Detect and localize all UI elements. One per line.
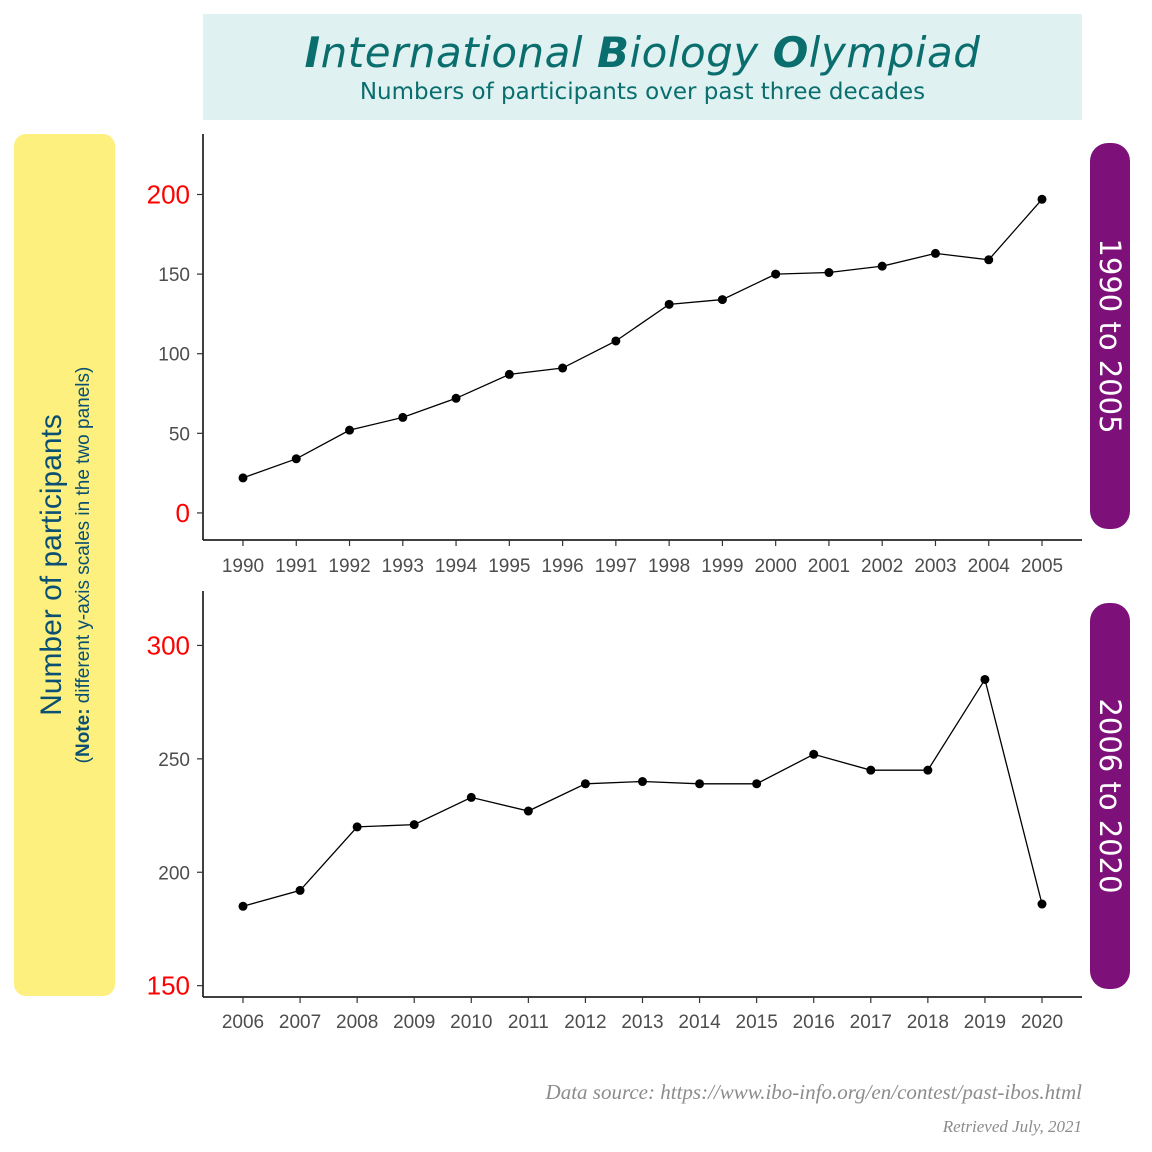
x-tick-label: 2013 [621, 1012, 663, 1033]
title-part: iology [629, 28, 773, 77]
data-point [291, 454, 301, 464]
data-point [451, 393, 461, 403]
data-point [523, 806, 533, 816]
x-tick-label: 2001 [808, 556, 850, 577]
x-tick-label: 2016 [793, 1012, 835, 1033]
data-point [611, 336, 621, 346]
x-tick-label: 1996 [541, 556, 583, 577]
chart-panel-2: 150 200 250 300 2006 2007 2008 2009 2010 2011 2012… [147, 591, 1082, 1033]
title-banner: International Biology Olympiad Numbers o… [203, 14, 1082, 120]
y-tick-label: 250 [158, 750, 190, 771]
title-part: B [596, 28, 630, 77]
data-point [923, 765, 933, 775]
data-point [877, 261, 887, 271]
y-tick-label: 200 [147, 180, 190, 210]
data-point [695, 779, 705, 789]
data-point [409, 820, 419, 830]
chart-subtitle: Numbers of participants over past three … [359, 79, 926, 105]
data-point [345, 425, 355, 435]
data-point [664, 299, 674, 309]
data-point [238, 473, 248, 483]
data-point [1037, 194, 1047, 204]
data-point [717, 295, 727, 305]
y-tick-label: 150 [147, 971, 190, 1001]
data-point [558, 363, 568, 373]
y-tick-label: 200 [158, 863, 190, 884]
x-tick-label: 1990 [222, 556, 264, 577]
x-tick-label: 2015 [736, 1012, 778, 1033]
x-tick-label: 1998 [648, 556, 690, 577]
data-point [984, 255, 994, 265]
x-tick-label: 1991 [275, 556, 317, 577]
y-tick-label: 100 [158, 345, 190, 366]
data-point [930, 248, 940, 258]
y-tick-label: 0 [176, 498, 190, 528]
x-tick-label: 2008 [336, 1012, 378, 1033]
data-point [580, 779, 590, 789]
data-point [1037, 899, 1047, 909]
x-tick-label: 1997 [595, 556, 637, 577]
data-point [504, 369, 514, 379]
x-tick-label: 2006 [222, 1012, 264, 1033]
x-tick-label: 2000 [755, 556, 797, 577]
data-point [466, 792, 476, 802]
x-tick-label: 1992 [328, 556, 370, 577]
data-point [980, 674, 990, 684]
panel-strip-top: 1990 to 2005 [1090, 143, 1130, 529]
chart-title: International Biology Olympiad [203, 28, 1082, 77]
data-source-note: Data source: https://www.ibo-info.org/en… [545, 1080, 1082, 1104]
y-tick-label: 300 [147, 630, 190, 660]
retrieved-date-note: Retrieved July, 2021 [942, 1117, 1082, 1136]
y-tick-label: 50 [169, 424, 190, 445]
x-tick-label: 2012 [564, 1012, 606, 1033]
x-tick-label: 2007 [279, 1012, 321, 1033]
y-tick-label: 150 [158, 265, 190, 286]
x-tick-label: 1993 [382, 556, 424, 577]
y-axis-label-panel: Number of participants (Note: different … [14, 134, 115, 996]
x-tick-label: 2020 [1021, 1012, 1063, 1033]
series-line [242, 198, 1043, 479]
data-point [866, 765, 876, 775]
x-tick-label: 2004 [968, 556, 1011, 577]
x-tick-label: 2003 [914, 556, 956, 577]
x-tick-label: 1994 [435, 556, 478, 577]
data-point [809, 749, 819, 759]
data-point [638, 777, 647, 787]
series-line [242, 677, 1043, 907]
data-point [238, 901, 248, 911]
title-part: O [772, 28, 809, 77]
x-tick-label: 1999 [701, 556, 743, 577]
x-tick-label: 2009 [393, 1012, 435, 1033]
x-tick-label: 2005 [1021, 556, 1063, 577]
data-point [295, 885, 305, 895]
title-part: I [304, 28, 321, 77]
x-tick-label: 2002 [861, 556, 903, 577]
x-tick-label: 2018 [907, 1012, 949, 1033]
data-point [824, 268, 834, 278]
title-part: lympiad [808, 28, 981, 77]
x-tick-label: 2011 [508, 1012, 549, 1033]
x-tick-label: 2010 [450, 1012, 492, 1033]
x-tick-label: 1995 [488, 556, 530, 577]
x-tick-label: 2017 [850, 1012, 892, 1033]
title-part: nternational [320, 28, 597, 77]
x-tick-label: 2014 [678, 1012, 721, 1033]
data-point [352, 822, 362, 832]
x-tick-label: 2019 [964, 1012, 1006, 1033]
data-point [771, 269, 781, 279]
data-point [752, 779, 762, 789]
chart-panel-1: 0 50 100 150 200 1990 1991 1992 1993 1994 1995 1996… [147, 134, 1082, 577]
panel-strip-bottom: 2006 to 2020 [1090, 603, 1130, 989]
data-point [398, 412, 408, 422]
